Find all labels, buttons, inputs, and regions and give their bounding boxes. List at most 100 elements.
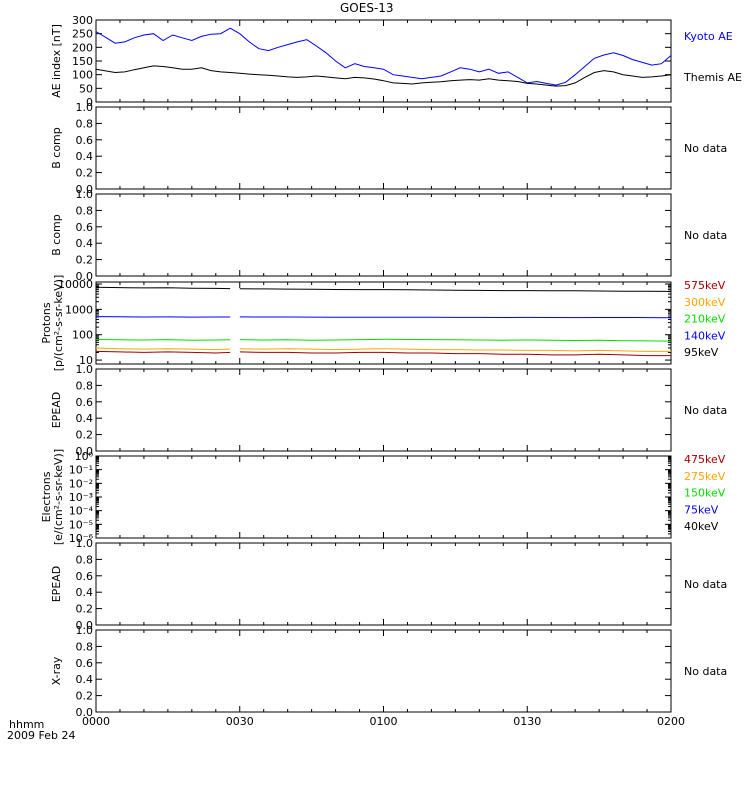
- protons-ylabel: Protons: [40, 302, 53, 343]
- epead1-ytick-label: 0.8: [76, 379, 94, 392]
- bcomp2-ytick-label: 0.8: [76, 204, 94, 217]
- bcomp2-ytick-label: 0.2: [76, 254, 94, 267]
- bcomp1-frame: [95, 106, 672, 190]
- xray-ytick-label: 0.4: [76, 673, 94, 686]
- protons-ytick-label: 10: [79, 354, 93, 367]
- epead1-ytick-label: 0.6: [76, 396, 94, 409]
- xray-ytick-label: 0.0: [76, 706, 94, 719]
- legend-electron-475keV: 475keV: [684, 453, 726, 466]
- bcomp1-ytick-label: 0.8: [76, 117, 94, 130]
- bcomp1-ytick-label: 0.0: [76, 183, 94, 196]
- x-tick-label: 0100: [370, 715, 398, 728]
- bcomp2-ylabel: B comp: [50, 214, 63, 256]
- protons-series-95kev: [95, 286, 231, 290]
- xray-ylabel: X-ray: [50, 656, 63, 685]
- epead2-ytick-label: 0.8: [76, 553, 94, 566]
- xray-frame: [95, 629, 672, 713]
- bcomp1-no-data: No data: [684, 142, 727, 155]
- ae-ytick-label: 50: [79, 82, 93, 95]
- electrons-ytick-label: 10⁻²: [69, 477, 93, 490]
- epead1-no-data: No data: [684, 404, 727, 417]
- epead2-ytick-label: 1.0: [76, 537, 94, 550]
- bcomp1-ytick-label: 0.4: [76, 150, 94, 163]
- epead1-ylabel: EPEAD: [50, 392, 63, 429]
- bcomp2-ytick-label: 0.6: [76, 221, 94, 234]
- protons-series-300kev: [239, 348, 671, 352]
- legend-themis-ae: Themis AE: [683, 71, 742, 84]
- protons-ylabel-units: [p/(cm²-s-sr-keV)]: [52, 275, 65, 372]
- bcomp1-ylabel: B comp: [50, 127, 63, 169]
- electrons-ytick-label: 10⁻¹: [69, 464, 93, 477]
- epead1-ytick-label: 0.4: [76, 412, 94, 425]
- legend-kyoto-ae: Kyoto AE: [684, 30, 733, 43]
- epead1-ytick-label: 0.0: [76, 445, 94, 458]
- electrons-ytick-label: 10⁻⁴: [69, 505, 94, 518]
- legend-electron-75keV: 75keV: [684, 503, 719, 516]
- bcomp2-frame: [95, 193, 672, 277]
- electrons-ylabel: Electrons: [40, 471, 53, 522]
- legend-proton-95keV: 95keV: [684, 346, 719, 359]
- ae-ytick-label: 200: [72, 41, 93, 54]
- legend-proton-210keV: 210keV: [684, 313, 726, 326]
- bcomp2-ytick-label: 0.0: [76, 270, 94, 283]
- ae-frame: [95, 19, 672, 103]
- ae-ytick-label: 100: [72, 69, 93, 82]
- ae-ytick-label: 150: [72, 55, 93, 68]
- protons-series-95kev: [239, 288, 672, 292]
- xray-ytick-label: 0.6: [76, 657, 94, 670]
- ae-series-themis-ae: [95, 65, 672, 87]
- epead2-frame: [95, 542, 672, 626]
- electrons-ytick-label: 10⁰: [75, 450, 94, 463]
- protons-ytick-label: 1000: [65, 303, 93, 316]
- legend-electron-275keV: 275keV: [684, 470, 726, 483]
- epead2-ytick-label: 0.4: [76, 586, 94, 599]
- chart-title: GOES-13: [340, 1, 394, 15]
- ae-ytick-label: 0: [86, 96, 93, 109]
- electrons-ytick-label: 10⁻³: [69, 491, 93, 504]
- legend-proton-300keV: 300keV: [684, 296, 726, 309]
- electrons-ytick-label: 10⁻⁶: [69, 532, 94, 545]
- xray-ytick-label: 0.2: [76, 690, 94, 703]
- ae-ytick-label: 250: [72, 28, 93, 41]
- epead2-ytick-label: 0.0: [76, 619, 94, 632]
- footer-date: 2009 Feb 24: [7, 729, 76, 742]
- epead1-ytick-label: 0.2: [76, 429, 94, 442]
- legend-proton-575keV: 575keV: [684, 279, 726, 292]
- bcomp2-no-data: No data: [684, 229, 727, 242]
- epead1-frame: [95, 368, 672, 452]
- bcomp2-ytick-label: 1.0: [76, 188, 94, 201]
- protons-series-300kev: [95, 347, 231, 351]
- legend-proton-140keV: 140keV: [684, 329, 726, 342]
- legend-electron-40keV: 40keV: [684, 520, 719, 533]
- ae-ytick-label: 300: [72, 14, 93, 27]
- protons-ytick-label: 100: [72, 329, 93, 342]
- protons-series-210kev: [95, 339, 231, 341]
- protons-series-140kev: [95, 316, 231, 318]
- x-tick-label: 0200: [657, 715, 685, 728]
- bcomp1-ytick-label: 1.0: [76, 101, 94, 114]
- electrons-ylabel-units: [e/(cm²-s-sr-keV)]: [52, 449, 65, 545]
- ae-series-kyoto-ae: [95, 27, 672, 86]
- protons-series-575kev: [239, 351, 671, 357]
- epead1-ytick-label: 1.0: [76, 363, 94, 376]
- epead2-ytick-label: 0.2: [76, 603, 94, 616]
- xray-no-data: No data: [684, 665, 727, 678]
- bcomp2-ytick-label: 0.4: [76, 237, 94, 250]
- protons-series-140kev: [239, 316, 672, 319]
- legend-electron-150keV: 150keV: [684, 487, 726, 500]
- x-tick-label: 0030: [226, 715, 254, 728]
- bcomp1-ytick-label: 0.2: [76, 167, 94, 180]
- bcomp1-ytick-label: 0.6: [76, 134, 94, 147]
- footer-hhmm: hhmm: [9, 718, 45, 731]
- electrons-frame: [95, 455, 672, 539]
- epead2-ylabel: EPEAD: [50, 566, 63, 603]
- x-tick-label: 0000: [82, 715, 110, 728]
- epead2-ytick-label: 0.6: [76, 570, 94, 583]
- protons-frame: [95, 281, 672, 365]
- xray-ytick-label: 1.0: [76, 624, 94, 637]
- x-tick-label: 0130: [513, 715, 541, 728]
- xray-ytick-label: 0.8: [76, 640, 94, 653]
- ae-ylabel: AE index [nT]: [50, 24, 63, 98]
